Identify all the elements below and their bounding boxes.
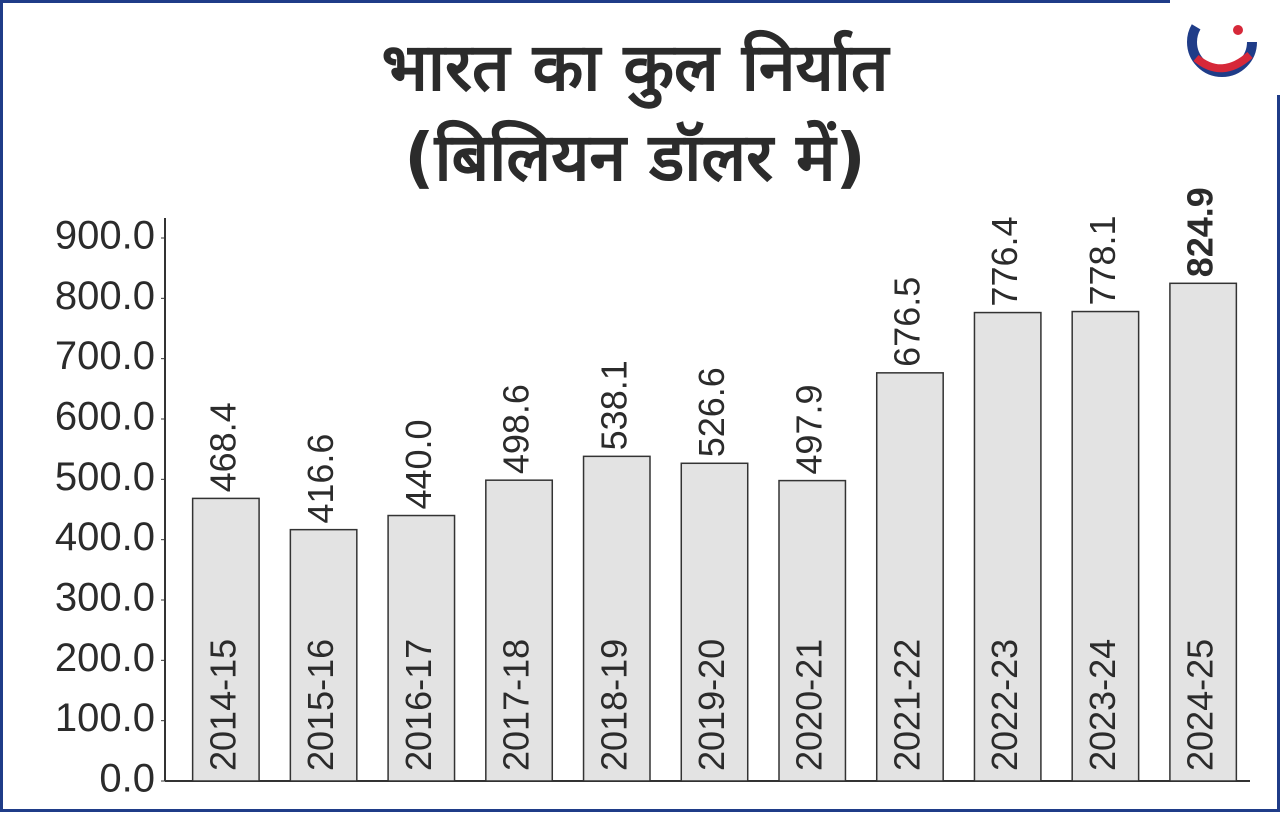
- logo-dot: [1233, 25, 1243, 35]
- value-label: 468.4: [202, 402, 243, 492]
- x-tick-label: 2019-20: [691, 639, 732, 771]
- bar: [582, 455, 651, 782]
- x-tick-label: 2024-25: [1180, 639, 1221, 771]
- bar: [1071, 310, 1140, 782]
- value-label: 778.1: [1082, 215, 1123, 305]
- bar: [387, 514, 456, 782]
- value-label: 824.9: [1180, 187, 1221, 277]
- x-tick-label: 2017-18: [496, 639, 537, 771]
- y-tick-label: 600.0: [55, 395, 155, 439]
- y-tick-label: 700.0: [55, 334, 155, 378]
- bar: [875, 372, 944, 782]
- y-tick-label: 900.0: [55, 214, 155, 258]
- bar: [191, 497, 260, 782]
- x-tick-label: 2016-17: [398, 639, 439, 771]
- y-tick-label: 200.0: [55, 636, 155, 680]
- y-tick-label: 0.0: [99, 757, 155, 801]
- bar: [289, 528, 358, 782]
- x-tick-label: 2014-15: [202, 639, 243, 771]
- value-label: 676.5: [886, 277, 927, 367]
- x-tick-label: 2023-24: [1082, 639, 1123, 771]
- bar: [778, 479, 847, 782]
- value-label: 526.6: [691, 367, 732, 457]
- x-tick-label: 2020-21: [789, 639, 830, 771]
- value-label: 416.6: [300, 434, 341, 524]
- bar: [680, 462, 749, 782]
- logo-swoosh: [1193, 51, 1253, 73]
- value-label: 440.0: [398, 419, 439, 509]
- y-tick-label: 400.0: [55, 515, 155, 559]
- x-tick-label: 2015-16: [300, 639, 341, 771]
- bar: [485, 479, 554, 782]
- value-label: 498.6: [496, 384, 537, 474]
- y-tick-label: 300.0: [55, 576, 155, 620]
- logo: [1187, 7, 1257, 77]
- x-tick-label: 2022-23: [984, 639, 1025, 771]
- chart-title: भारत का कुल निर्यात: [382, 29, 891, 109]
- value-label: 776.4: [984, 216, 1025, 306]
- logo-backdrop: [1170, 0, 1280, 95]
- value-label: 497.9: [789, 385, 830, 475]
- bar: [973, 311, 1042, 782]
- value-label: 538.1: [593, 360, 634, 450]
- y-tick-label: 100.0: [55, 696, 155, 740]
- x-tick-label: 2018-19: [593, 639, 634, 771]
- y-tick-label: 500.0: [55, 455, 155, 499]
- y-tick-label: 800.0: [55, 274, 155, 318]
- chart-subtitle: (बिलियन डॉलर में): [404, 119, 865, 196]
- x-tick-label: 2021-22: [886, 639, 927, 771]
- bar: [1169, 282, 1238, 782]
